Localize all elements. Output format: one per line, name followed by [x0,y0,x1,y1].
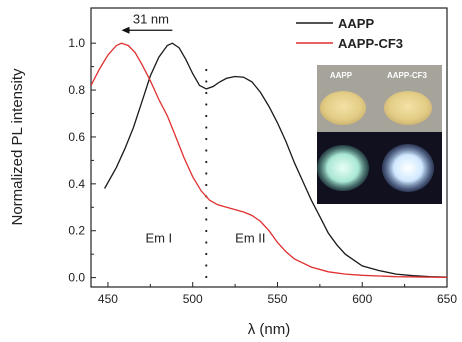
shift-arrow [121,26,173,34]
plot-frame [90,7,448,288]
divider-dot [205,264,208,267]
series-line-aapp-cf3 [91,42,447,279]
x-tick-label: 550 [267,292,287,306]
y-tick-label: 0.4 [68,177,85,191]
divider-dot [205,229,208,233]
divider-dot [205,91,208,95]
shift-label: 31 nm [133,11,169,26]
divider-dot [205,275,208,279]
divider-dot [205,218,208,221]
shift-arrow-head [121,26,130,34]
divider-dot [205,103,208,106]
region-label-em-i: Em I [145,230,172,245]
series-line-aapp [104,42,447,278]
region-label-em-ii: Em II [235,230,265,245]
legend-label-aapp: AAPP [338,16,374,31]
x-tick-label: 450 [98,292,118,306]
x-axis-ticks: 450 500 550 600 650 [98,282,457,306]
inset-label-aapp-cf3: AAPP-CF3 [387,71,428,80]
divider-dot [205,68,208,72]
legend: AAPP AAPP-CF3 [296,16,403,51]
inset-photo: AAPP AAPP-CF3 [317,65,442,204]
x-tick-label: 600 [352,292,372,306]
divider-dot [205,206,208,210]
divider-dot [205,160,208,164]
y-tick-label: 0.8 [68,83,85,97]
divider-dot [205,172,208,175]
divider-dot [205,126,208,129]
inset-label-aapp: AAPP [330,71,353,80]
legend-label-aapp-cf3: AAPP-CF3 [338,36,403,51]
x-tick-label: 500 [183,292,203,306]
y-tick-label: 1.0 [68,36,85,50]
divider-dot [205,80,208,83]
divider-dot [205,149,208,152]
glow-aapp [317,145,369,191]
y-axis-label: Normalized PL intensity [9,68,26,226]
powder-aapp-cf3 [384,91,432,125]
y-axis-ticks: 0.0 0.2 0.4 0.6 0.8 1.0 [68,36,96,285]
divider-dot [205,183,208,187]
y-tick-label: 0.6 [68,130,85,144]
y-tick-label: 0.2 [68,224,85,238]
x-axis-label: λ (nm) [248,321,291,338]
divider-dot [205,137,208,141]
x-tick-label: 650 [437,292,457,306]
glow-aapp-cf3 [382,144,434,192]
divider-dot [205,114,208,118]
divider-dot [205,252,208,256]
y-tick-label: 0.0 [68,271,85,285]
emission-divider [205,68,208,279]
divider-dot [205,241,208,244]
powder-aapp [320,91,366,125]
